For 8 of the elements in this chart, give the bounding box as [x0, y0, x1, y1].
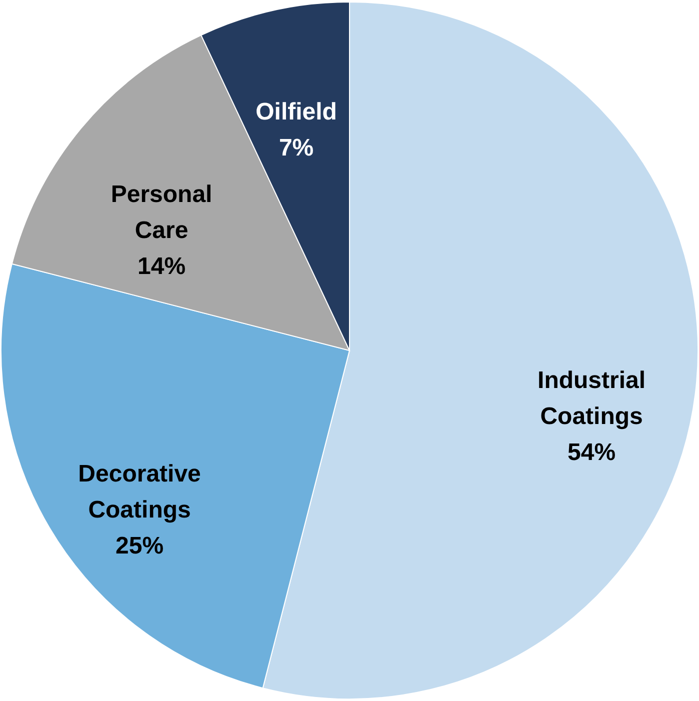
slice-label: Oilfield — [256, 98, 337, 126]
data-label: 14% — [138, 253, 186, 280]
data-label: 54% — [568, 439, 616, 466]
data-label: 25% — [116, 532, 164, 560]
data-label: 7% — [278, 134, 314, 162]
slice-label: Decorative Coatings — [78, 460, 201, 524]
slice-label: Personal Care — [110, 181, 212, 244]
slice-label: Industrial Coatings — [538, 367, 646, 430]
